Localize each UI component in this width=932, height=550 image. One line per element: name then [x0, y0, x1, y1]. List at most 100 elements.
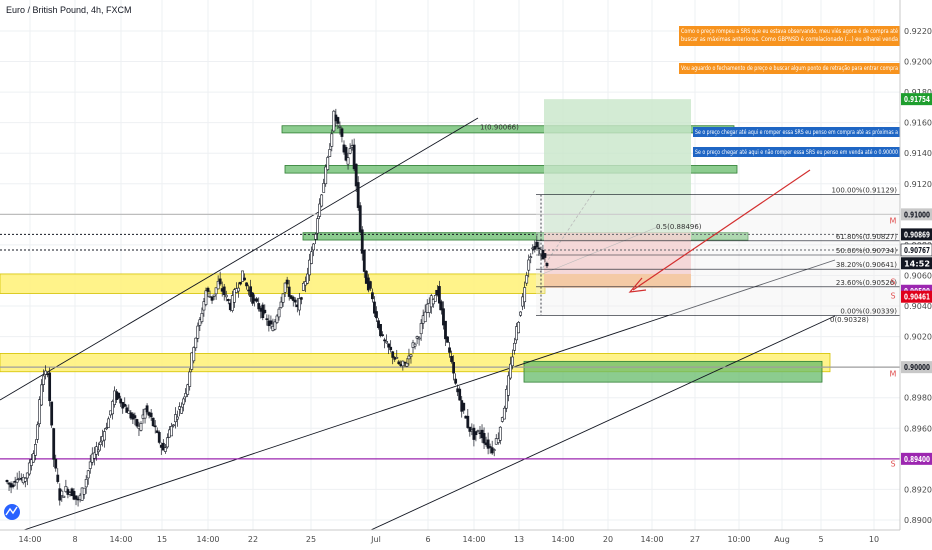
- chart-title: Euro / British Pound, 4h, FXCM: [6, 5, 132, 15]
- candle-up: [423, 311, 427, 323]
- trend-channel: [0, 117, 836, 539]
- candle-up: [92, 452, 96, 459]
- candle-down: [11, 484, 15, 487]
- arrow-head-icon: [628, 277, 647, 293]
- candle-up: [519, 311, 522, 316]
- candle-up: [328, 149, 332, 157]
- x-tick-label: 10: [869, 535, 879, 544]
- candle-down: [293, 299, 297, 303]
- candle-up: [413, 343, 417, 347]
- candle-down: [387, 343, 391, 348]
- candle-down: [218, 278, 222, 285]
- candle-up: [98, 441, 102, 446]
- candle-down: [123, 403, 127, 407]
- candle-down: [448, 347, 451, 353]
- text-note[interactable]: Como o preço rompeu a SRS que eu estava …: [679, 26, 900, 46]
- price-label: 14:52: [901, 257, 932, 270]
- candle-down: [482, 432, 486, 444]
- candle-up: [310, 251, 313, 264]
- x-tick-label: 14:00: [462, 535, 485, 544]
- candle-down: [454, 378, 458, 384]
- candle-up: [216, 280, 220, 290]
- price-label-text: 0.91000: [904, 210, 930, 219]
- note-text: Como o preço rompeu a SRS que eu estava …: [681, 28, 898, 35]
- candle-up: [64, 486, 68, 492]
- side-marker-letter: M: [890, 216, 897, 225]
- candle-down: [446, 336, 449, 343]
- candle-down: [210, 296, 214, 301]
- candle-up: [88, 461, 92, 469]
- candle-down: [287, 286, 291, 297]
- candle-down: [375, 311, 378, 319]
- candle-down: [389, 346, 393, 351]
- x-tick-label: 15: [157, 535, 167, 544]
- candle-down: [263, 309, 267, 314]
- candle-down: [444, 320, 447, 340]
- x-tick-label: 27: [690, 535, 700, 544]
- candle-up: [105, 427, 108, 430]
- candle-up: [407, 355, 411, 360]
- fib-level-label: 100.00%(0.91129): [831, 187, 897, 195]
- candle-down: [149, 412, 153, 418]
- candle-up: [427, 302, 431, 313]
- candle-up: [212, 294, 216, 297]
- candle-down: [161, 442, 165, 451]
- text-note[interactable]: Se o preço chegar até aqui e romper essa…: [693, 127, 900, 137]
- x-tick-label: 14:00: [18, 535, 41, 544]
- candle-up: [172, 424, 175, 427]
- side-marker-letter: M: [890, 369, 897, 378]
- tradingview-logo-icon[interactable]: [4, 504, 20, 520]
- price-label-text: 0.89400: [904, 455, 930, 464]
- time-axis[interactable]: 14:00 8 14:00 15 14:00 22 25 Jul 6 14:00 13 14:00 20…: [18, 535, 879, 544]
- fib-level-label: 50.00%(0.90734): [836, 247, 897, 255]
- side-marker-letter: S: [890, 291, 895, 300]
- candle-down: [362, 250, 366, 272]
- candle-up: [194, 337, 198, 349]
- candle-down: [354, 163, 358, 187]
- candle-up: [297, 298, 301, 311]
- candle-down: [466, 415, 470, 428]
- text-note[interactable]: Se o preço chegar até aqui e não romper …: [693, 147, 900, 157]
- candle-down: [537, 247, 541, 250]
- candle-up: [415, 336, 419, 339]
- note-background: [679, 26, 900, 46]
- candle-down: [5, 480, 9, 483]
- y-tick-label: 0.89000: [904, 516, 932, 525]
- candle-up: [527, 259, 531, 271]
- candle-down: [245, 282, 248, 287]
- candle-up: [409, 354, 413, 357]
- candle-up: [29, 459, 33, 466]
- side-marker-letter: S: [890, 459, 895, 468]
- yellow-zone: [0, 273, 546, 294]
- price-label-background: [901, 208, 932, 221]
- price-label-background: [901, 257, 932, 270]
- candle-up: [525, 275, 529, 284]
- price-label-background: [900, 243, 932, 257]
- candle-up: [176, 416, 179, 420]
- candle-up: [338, 126, 342, 128]
- green-zone: [523, 360, 823, 383]
- candle-up: [502, 407, 506, 420]
- fibonacci-retracement: 100.00%(0.91129) 61.80%(0.90827) 50.00%(0.…: [536, 187, 900, 316]
- candle-down: [50, 401, 54, 426]
- candle-up: [44, 370, 47, 375]
- price-label-background: [901, 228, 932, 241]
- candle-up: [346, 157, 350, 165]
- channel-lower-line: [0, 259, 836, 539]
- x-tick-label: Jul: [370, 535, 381, 544]
- candle-down: [299, 297, 303, 300]
- price-labels: 0.917540.910000.908690.9076714:520.90500…: [900, 93, 932, 465]
- candle-down: [442, 308, 445, 326]
- candle-down: [371, 292, 374, 300]
- candle-up: [279, 301, 283, 308]
- candle-up: [498, 426, 502, 441]
- price-label: 0.90767: [900, 243, 932, 257]
- text-note[interactable]: Vou aguardo o fechamento de preço e busc…: [679, 63, 900, 74]
- candle-up: [312, 243, 315, 251]
- price-label-text: 0.90767: [904, 246, 930, 255]
